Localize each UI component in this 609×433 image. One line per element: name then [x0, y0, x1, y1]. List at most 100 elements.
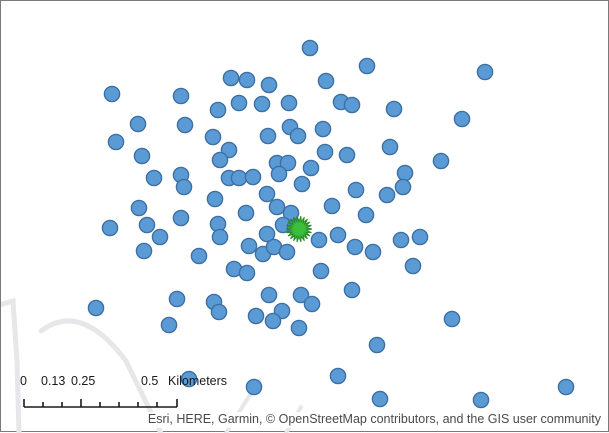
point-feature[interactable]	[130, 199, 148, 217]
point-feature[interactable]	[392, 231, 410, 249]
point-feature[interactable]	[329, 226, 347, 244]
point-feature[interactable]	[378, 186, 396, 204]
point-feature[interactable]	[260, 76, 278, 94]
point-feature[interactable]	[472, 391, 490, 409]
point-feature[interactable]	[160, 316, 178, 334]
point-feature[interactable]	[338, 146, 356, 164]
scale-label-0-5: 0.5	[141, 374, 159, 388]
point-feature[interactable]	[264, 312, 282, 330]
point-feature[interactable]	[316, 143, 334, 161]
point-feature[interactable]	[358, 57, 376, 75]
point-feature[interactable]	[211, 151, 229, 169]
point-feature[interactable]	[138, 216, 156, 234]
point-feature[interactable]	[329, 367, 347, 385]
point-feature[interactable]	[289, 127, 307, 145]
point-feature[interactable]	[237, 204, 255, 222]
point-feature[interactable]	[443, 310, 461, 328]
point-feature[interactable]	[87, 299, 105, 317]
point-feature[interactable]	[301, 39, 319, 57]
point-feature[interactable]	[180, 370, 198, 388]
point-feature[interactable]	[347, 181, 365, 199]
point-feature[interactable]	[230, 169, 248, 187]
scale-label-0: 0	[20, 374, 27, 388]
point-feature[interactable]	[238, 71, 256, 89]
point-feature[interactable]	[279, 154, 297, 172]
point-feature[interactable]	[151, 228, 169, 246]
point-feature[interactable]	[230, 94, 248, 112]
point-feature[interactable]	[368, 336, 386, 354]
point-feature[interactable]	[210, 303, 228, 321]
point-feature[interactable]	[385, 100, 403, 118]
scale-label-0-25: 0.25	[71, 374, 96, 388]
point-layer	[87, 39, 575, 409]
point-feature[interactable]	[323, 197, 341, 215]
point-feature[interactable]	[343, 281, 361, 299]
road	[38, 318, 164, 433]
point-feature[interactable]	[206, 190, 224, 208]
point-feature[interactable]	[314, 120, 332, 138]
point-feature[interactable]	[172, 87, 190, 105]
point-feature[interactable]	[396, 164, 414, 182]
point-feature[interactable]	[204, 128, 222, 146]
point-feature[interactable]	[172, 209, 190, 227]
road	[1, 297, 22, 433]
point-feature[interactable]	[270, 165, 288, 183]
scale-label-0-13: 0.13	[41, 374, 66, 388]
point-feature[interactable]	[209, 101, 227, 119]
point-feature[interactable]	[190, 247, 208, 265]
highlight-layer	[285, 215, 313, 243]
point-feature[interactable]	[394, 178, 412, 196]
point-feature[interactable]	[238, 264, 256, 282]
point-feature[interactable]	[145, 169, 163, 187]
point-feature[interactable]	[240, 237, 258, 255]
point-feature[interactable]	[453, 110, 471, 128]
point-feature[interactable]	[222, 69, 240, 87]
point-feature[interactable]	[129, 115, 147, 133]
point-feature[interactable]	[371, 390, 389, 408]
point-feature[interactable]	[292, 286, 310, 304]
point-feature[interactable]	[258, 225, 276, 243]
point-feature[interactable]	[260, 286, 278, 304]
point-feature[interactable]	[245, 378, 263, 396]
point-feature[interactable]	[133, 147, 151, 165]
scale-bar	[23, 399, 178, 408]
point-feature[interactable]	[176, 116, 194, 134]
point-feature[interactable]	[268, 198, 286, 216]
point-feature[interactable]	[557, 378, 575, 396]
point-feature[interactable]	[346, 238, 364, 256]
point-feature[interactable]	[278, 243, 296, 261]
green-starburst-icon[interactable]	[285, 215, 313, 243]
point-feature[interactable]	[432, 152, 450, 170]
point-feature[interactable]	[168, 290, 186, 308]
point-feature[interactable]	[303, 295, 321, 313]
point-feature[interactable]	[135, 242, 153, 260]
scale-bar-ticks	[23, 399, 178, 407]
point-feature[interactable]	[175, 178, 193, 196]
point-feature[interactable]	[259, 127, 277, 145]
point-feature[interactable]	[476, 63, 494, 81]
point-feature[interactable]	[312, 262, 330, 280]
point-feature[interactable]	[258, 185, 276, 203]
point-feature[interactable]	[280, 94, 298, 112]
point-feature[interactable]	[253, 95, 271, 113]
point-feature[interactable]	[310, 231, 328, 249]
point-feature[interactable]	[404, 257, 422, 275]
point-feature[interactable]	[101, 219, 119, 237]
point-feature[interactable]	[211, 228, 229, 246]
point-feature[interactable]	[107, 133, 125, 151]
point-feature[interactable]	[293, 175, 311, 193]
point-feature[interactable]	[247, 307, 265, 325]
point-feature[interactable]	[343, 96, 361, 114]
point-feature[interactable]	[357, 206, 375, 224]
point-feature[interactable]	[381, 138, 399, 156]
point-feature[interactable]	[411, 228, 429, 246]
point-feature[interactable]	[364, 243, 382, 261]
point-feature[interactable]	[302, 159, 320, 177]
point-feature[interactable]	[290, 319, 308, 337]
point-feature[interactable]	[317, 72, 335, 90]
point-feature[interactable]	[244, 168, 262, 186]
point-feature[interactable]	[103, 85, 121, 103]
map-attribution: Esri, HERE, Garmin, © OpenStreetMap cont…	[143, 412, 605, 428]
